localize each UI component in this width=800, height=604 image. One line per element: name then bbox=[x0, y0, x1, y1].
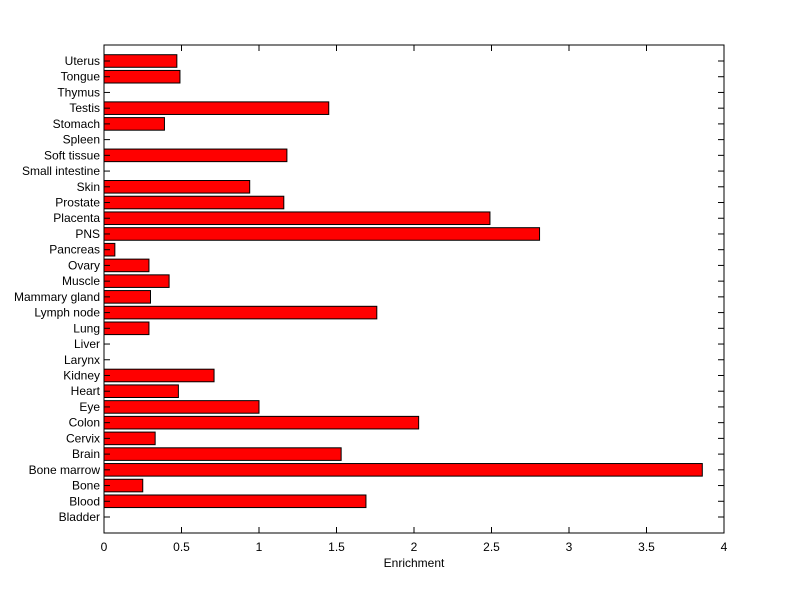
y-tick-label: Lung bbox=[73, 321, 100, 335]
bar bbox=[103, 431, 156, 446]
x-tick-label: 0 bbox=[101, 540, 108, 554]
bar bbox=[103, 463, 703, 477]
bar bbox=[103, 368, 215, 383]
y-tick-label: Lymph node bbox=[34, 306, 100, 320]
y-tick-label: Pancreas bbox=[49, 243, 100, 257]
bar bbox=[103, 195, 285, 210]
bar bbox=[103, 180, 251, 194]
y-tick-label: Bone bbox=[72, 479, 100, 493]
x-tick-label: 3.5 bbox=[638, 540, 655, 554]
bar bbox=[103, 321, 150, 336]
bar bbox=[103, 258, 150, 273]
x-tick-label: 0.5 bbox=[173, 540, 190, 554]
y-tick-label: Ovary bbox=[68, 258, 100, 272]
bar bbox=[103, 69, 181, 84]
x-tick-label: 2 bbox=[411, 540, 418, 554]
y-tick-label: Soft tissue bbox=[44, 148, 100, 162]
y-tick-label: Skin bbox=[77, 180, 100, 194]
y-tick-label: Colon bbox=[69, 416, 100, 430]
bar bbox=[103, 211, 491, 226]
y-tick-label: Testis bbox=[69, 101, 100, 115]
bar bbox=[103, 384, 179, 399]
y-tick-label: Mammary gland bbox=[14, 290, 100, 304]
y-tick-label: Larynx bbox=[64, 353, 100, 367]
bar bbox=[103, 117, 165, 131]
y-tick-label: Blood bbox=[69, 494, 100, 508]
y-tick-label: Bladder bbox=[59, 510, 100, 524]
y-tick-label: Uterus bbox=[65, 54, 100, 68]
bar bbox=[103, 54, 178, 68]
y-tick-label: PNS bbox=[75, 227, 100, 241]
bar bbox=[103, 290, 151, 304]
x-tick-label: 4 bbox=[721, 540, 728, 554]
y-tick-label: Spleen bbox=[63, 133, 100, 147]
bar bbox=[103, 227, 541, 241]
y-tick-label: Thymus bbox=[57, 85, 100, 99]
y-tick-label: Stomach bbox=[53, 117, 100, 131]
y-tick-label: Kidney bbox=[63, 368, 100, 382]
bar bbox=[103, 400, 260, 414]
bar bbox=[103, 494, 367, 509]
x-tick-label: 2.5 bbox=[483, 540, 500, 554]
y-tick-label: Heart bbox=[71, 384, 101, 398]
y-tick-label: Bone marrow bbox=[29, 463, 101, 477]
y-tick-label: Prostate bbox=[55, 196, 100, 210]
bar bbox=[103, 274, 170, 288]
y-tick-label: Placenta bbox=[53, 211, 100, 225]
y-tick-label: Cervix bbox=[66, 431, 100, 445]
bar bbox=[103, 305, 378, 320]
bar bbox=[103, 415, 420, 430]
y-tick-label: Muscle bbox=[62, 274, 100, 288]
y-tick-label: Tongue bbox=[61, 70, 101, 84]
x-axis: 0 0.5 1 1.5 2 2.5 3 3.5 4 bbox=[101, 45, 728, 554]
x-tick-label: 1.5 bbox=[328, 540, 345, 554]
x-axis-label: Enrichment bbox=[384, 556, 445, 570]
x-tick-label: 1 bbox=[256, 540, 263, 554]
bar bbox=[103, 101, 330, 115]
y-tick-label: Small intestine bbox=[22, 164, 100, 178]
x-tick-label: 3 bbox=[566, 540, 573, 554]
y-tick-label: Brain bbox=[72, 447, 100, 461]
bar bbox=[103, 447, 342, 461]
y-tick-label: Eye bbox=[79, 400, 100, 414]
y-tick-label: Liver bbox=[74, 337, 100, 351]
bar bbox=[103, 148, 288, 163]
